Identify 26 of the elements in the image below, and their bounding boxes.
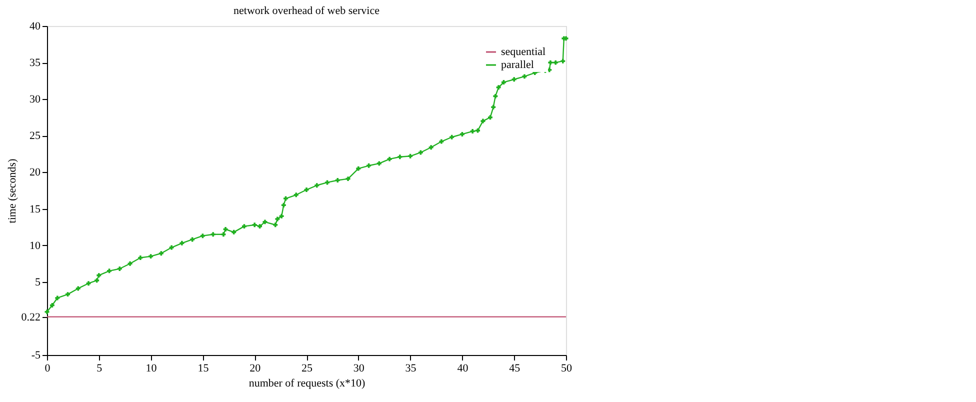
y-tick-label: 20	[30, 166, 41, 179]
x-tick-label: 25	[302, 362, 313, 374]
y-tick-label: 15	[30, 203, 41, 216]
x-tick-label: 5	[96, 362, 103, 374]
y-tick-label: 35	[30, 57, 41, 70]
y-tick-label: 10	[30, 240, 41, 252]
y-tick-label: 5	[35, 276, 41, 288]
legend-label: sequential	[501, 46, 546, 58]
legend-label: parallel	[501, 59, 534, 71]
chart-title: network overhead of web service	[234, 5, 380, 17]
y-tick-label: 0.22	[21, 311, 40, 324]
x-tick-label: 10	[146, 362, 158, 374]
x-tick-label: 0	[44, 362, 51, 374]
x-tick-label: 20	[250, 362, 262, 374]
y-tick-label: 30	[30, 94, 41, 106]
x-tick-label: 30	[353, 362, 365, 374]
y-tick-label: 25	[30, 130, 41, 142]
x-axis-title: number of requests (x*10)	[248, 378, 366, 390]
x-tick-label: 15	[198, 362, 210, 374]
y-tick-label: -5	[31, 350, 41, 362]
x-tick-label: 45	[509, 362, 521, 374]
y-axis-title: time (seconds)	[6, 158, 18, 224]
y-tick-label: 40	[30, 20, 41, 32]
x-tick-label: 35	[405, 362, 417, 374]
x-tick-label: 40	[457, 362, 469, 374]
x-tick-label: 50	[561, 362, 572, 374]
